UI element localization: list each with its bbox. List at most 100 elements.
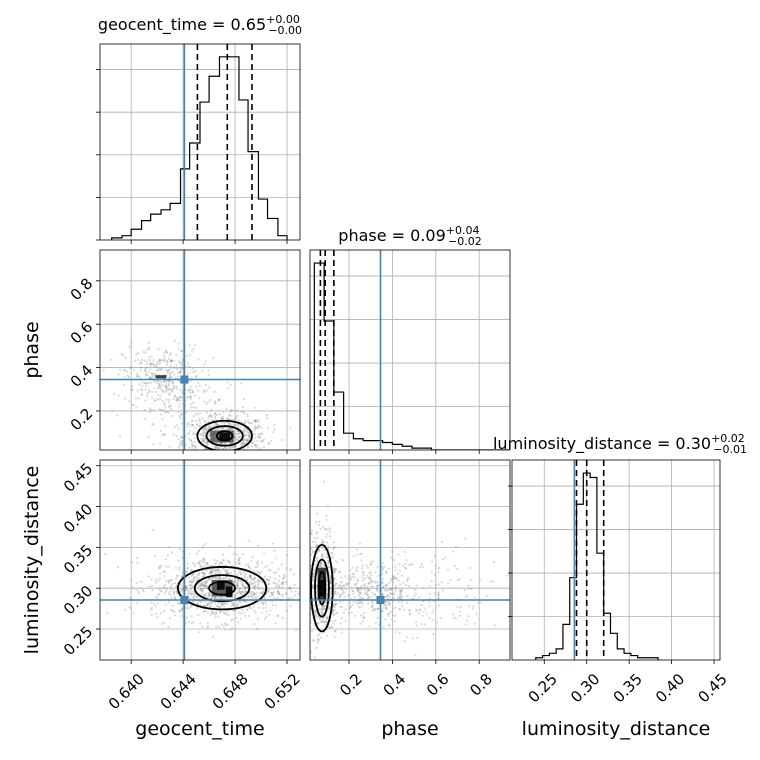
scatter-point	[211, 612, 214, 615]
scatter-point	[224, 571, 228, 574]
scatter-point	[400, 605, 404, 608]
scatter-point	[275, 571, 278, 574]
scatter-point	[372, 608, 375, 611]
scatter-point	[159, 442, 162, 445]
scatter-point	[202, 428, 205, 431]
scatter-point	[331, 551, 334, 555]
scatter-point	[259, 591, 262, 595]
scatter-point	[243, 412, 246, 415]
scatter-point	[203, 389, 206, 392]
scatter-point	[158, 566, 162, 569]
scatter-point	[203, 419, 206, 423]
scatter-point	[256, 436, 260, 439]
scatter-point	[386, 589, 389, 592]
scatter-point	[237, 579, 240, 583]
scatter-point	[202, 587, 205, 590]
scatter-point	[242, 584, 245, 587]
scatter-point	[517, 631, 519, 633]
scatter-point	[214, 402, 217, 405]
y-axis-label: luminosity_distance	[21, 466, 43, 655]
scatter-point	[263, 552, 266, 555]
scatter-point	[184, 589, 187, 592]
scatter-point	[451, 613, 454, 616]
scatter-point	[172, 451, 174, 453]
scatter-point	[441, 540, 444, 544]
scatter-point	[314, 609, 317, 612]
scatter-point	[479, 601, 482, 604]
scatter-point	[207, 369, 210, 372]
scatter-point	[144, 455, 146, 457]
scatter-point	[178, 414, 181, 418]
scatter-point	[236, 414, 239, 417]
scatter-point	[322, 620, 325, 623]
scatter-point	[193, 444, 196, 448]
scatter-point	[191, 424, 194, 427]
scatter-point	[168, 580, 171, 583]
scatter-point	[202, 432, 205, 435]
scatter-point	[181, 556, 184, 559]
scatter-point	[257, 426, 260, 429]
scatter-point	[290, 590, 293, 593]
scatter-point	[402, 581, 405, 584]
scatter-point	[329, 596, 332, 600]
scatter-point	[153, 374, 156, 377]
scatter-point	[391, 574, 394, 578]
scatter-point	[194, 375, 198, 379]
scatter-point	[307, 594, 309, 596]
scatter-point	[191, 391, 194, 394]
scatter-point	[385, 607, 388, 610]
scatter-point	[159, 385, 162, 388]
scatter-point	[314, 556, 318, 559]
scatter-point	[246, 428, 249, 431]
scatter-point	[202, 610, 205, 613]
scatter-point	[307, 639, 309, 641]
title-upper: +0.00	[266, 13, 300, 26]
scatter-point	[325, 634, 328, 638]
scatter-point	[263, 596, 266, 600]
scatter-point	[238, 432, 241, 435]
scatter-point	[294, 590, 297, 593]
scatter-point	[340, 606, 343, 609]
scatter-point	[458, 578, 461, 581]
scatter-point	[191, 420, 194, 423]
scatter-point	[332, 547, 335, 550]
scatter-point	[248, 431, 251, 434]
scatter-point	[194, 369, 197, 373]
scatter-point	[192, 415, 195, 418]
scatter-point	[397, 572, 400, 575]
scatter-point	[371, 585, 374, 588]
scatter-point	[246, 563, 249, 566]
scatter-point	[201, 590, 204, 593]
scatter-point	[118, 368, 122, 371]
scatter-point	[123, 376, 126, 379]
x-axis-label: phase	[381, 718, 438, 740]
scatter-point	[363, 588, 367, 591]
scatter-point	[401, 588, 404, 591]
scatter-point	[277, 579, 281, 582]
scatter-point	[367, 595, 370, 598]
scatter-point	[164, 603, 167, 606]
scatter-point	[506, 574, 509, 577]
scatter-point	[191, 580, 194, 583]
scatter-point	[262, 438, 265, 441]
scatter-point	[240, 573, 243, 576]
scatter-point	[340, 631, 343, 634]
scatter-point	[206, 611, 209, 614]
scatter-point	[226, 609, 229, 612]
scatter-point	[393, 577, 396, 581]
scatter-point	[204, 561, 207, 564]
scatter-point	[170, 359, 173, 362]
title-lower: −0.02	[448, 235, 482, 248]
scatter-point	[304, 579, 306, 581]
scatter-point	[225, 623, 228, 626]
scatter-point	[158, 577, 161, 580]
scatter-point	[145, 348, 148, 351]
scatter-point	[148, 411, 151, 414]
scatter-point	[399, 608, 402, 611]
scatter-point	[225, 602, 228, 605]
scatter-point	[307, 581, 309, 583]
scatter-point	[128, 346, 131, 349]
scatter-point	[368, 589, 371, 592]
scatter-point	[187, 562, 190, 565]
scatter-point	[240, 444, 243, 447]
